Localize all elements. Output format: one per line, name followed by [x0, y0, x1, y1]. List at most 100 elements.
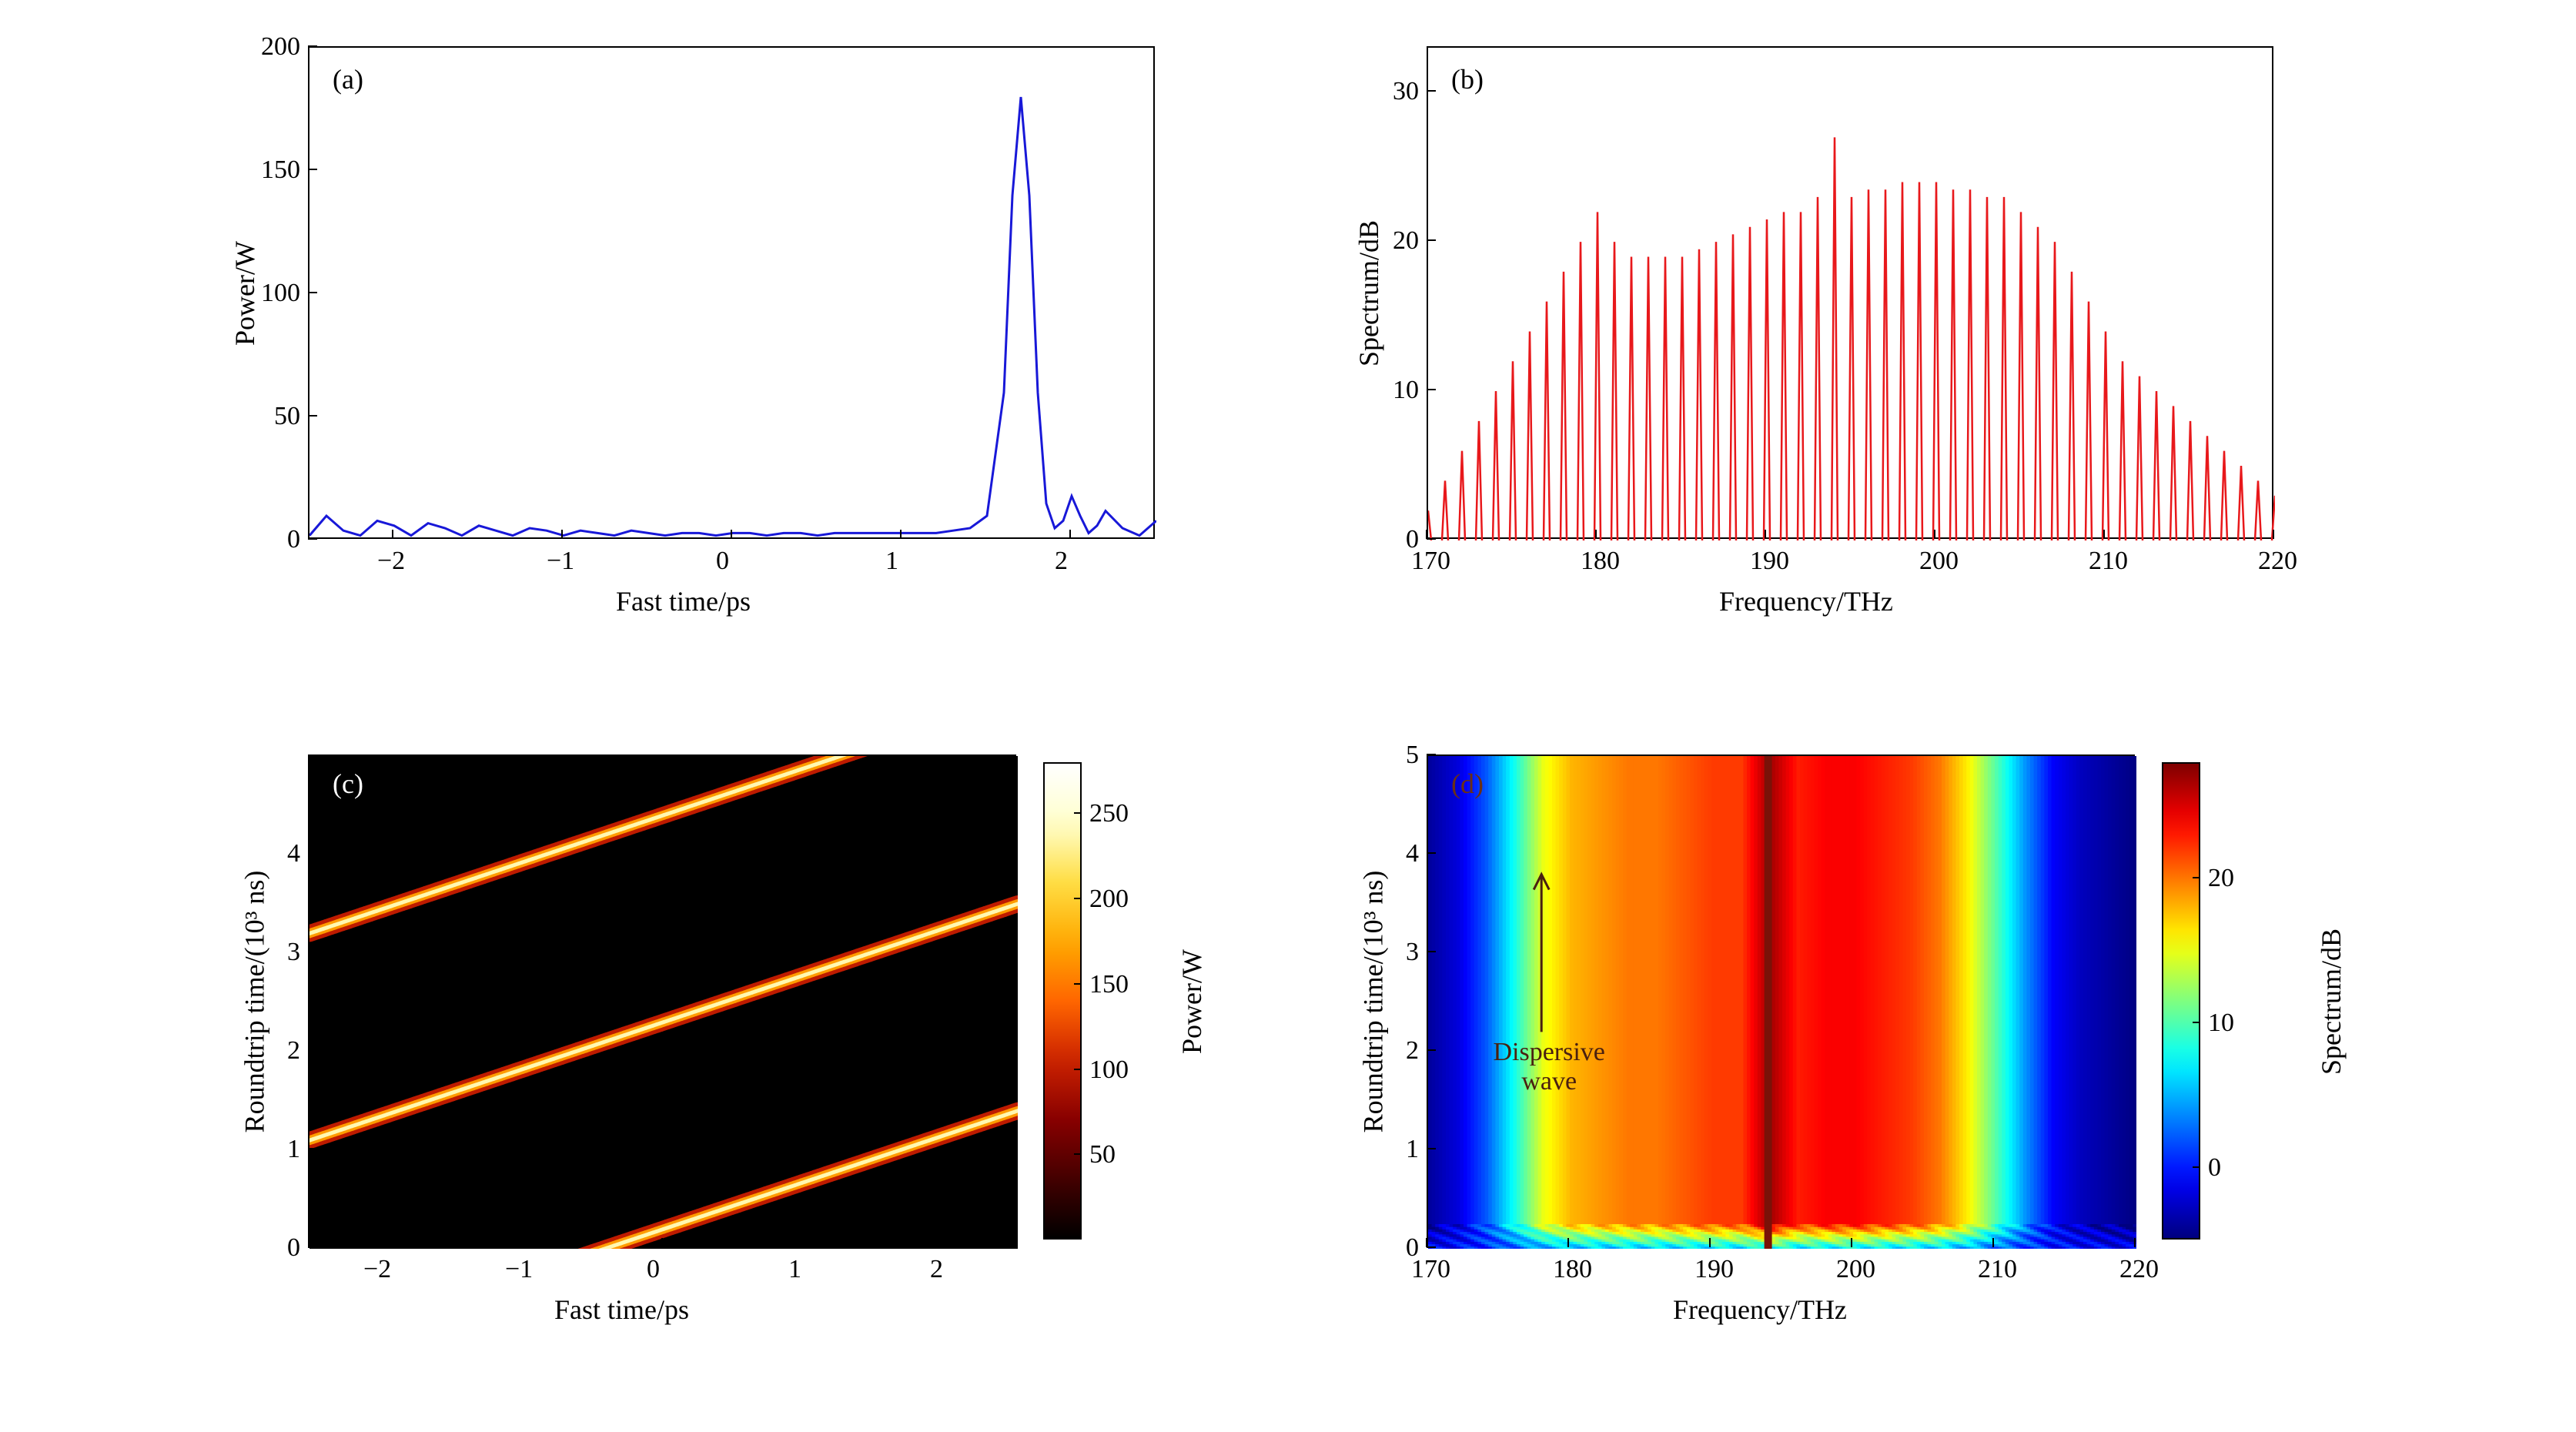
tick-label: 1: [885, 547, 898, 576]
heatmap-d: [1428, 756, 2136, 1249]
colorbar-tick-label: 50: [1089, 1140, 1116, 1169]
tick-mark: [1851, 1238, 1852, 1247]
heatmap-c: [309, 756, 1018, 1249]
colorbar-c-label: Power/W: [1176, 949, 1208, 1054]
plot-area-c: (c): [308, 754, 1016, 1247]
comb-chart-b: [1428, 48, 2275, 540]
tick-label: 4: [1373, 839, 1419, 868]
tick-mark: [308, 292, 317, 293]
colorbar-c: [1043, 762, 1082, 1240]
tick-label: 180: [1553, 1255, 1592, 1284]
tick-label: 10: [1373, 376, 1419, 405]
tick-label: −1: [505, 1255, 533, 1284]
tick-mark: [2103, 530, 2105, 539]
tick-label: 180: [1581, 547, 1620, 576]
colorbar-tick-label: 100: [1089, 1056, 1129, 1085]
tick-mark: [1709, 1238, 1711, 1247]
tick-mark: [2193, 1166, 2200, 1168]
tick-mark: [1992, 1238, 1994, 1247]
colorbar-tick-label: 200: [1089, 885, 1129, 914]
tick-mark: [1567, 1238, 1569, 1247]
tick-label: 50: [254, 402, 300, 431]
tick-mark: [945, 1238, 946, 1247]
ylabel-a: Power/W: [229, 241, 261, 346]
tick-label: 0: [716, 547, 729, 576]
tick-mark: [1765, 530, 1766, 539]
tick-label: 190: [1694, 1255, 1734, 1284]
tick-label: 220: [2119, 1255, 2159, 1284]
tick-label: −1: [547, 547, 574, 576]
xlabel-c: Fast time/ps: [554, 1293, 689, 1326]
tick-mark: [308, 852, 317, 854]
tick-label: 4: [254, 839, 300, 868]
xlabel-a: Fast time/ps: [616, 585, 751, 617]
panel-a: (a) −2−1012 050100150200 Fast time/ps Po…: [216, 31, 1242, 693]
tick-mark: [661, 1238, 663, 1247]
tick-mark: [1074, 898, 1082, 899]
ylabel-b: Spectrum/dB: [1353, 220, 1385, 366]
panel-tag-d: (d): [1451, 768, 1484, 800]
tick-mark: [2193, 1022, 2200, 1023]
tick-mark: [1069, 530, 1071, 539]
tick-label: 0: [1373, 525, 1419, 554]
tick-mark: [1074, 1069, 1082, 1070]
tick-label: 0: [254, 525, 300, 554]
tick-mark: [1427, 1246, 1436, 1248]
tick-mark: [308, 1049, 317, 1051]
tick-mark: [1074, 1153, 1082, 1155]
panel-d: (d) Dispersivewave 170180190200210220 01…: [1334, 739, 2360, 1401]
panel-c: (c) −2−1012 01234 Fast time/ps Roundtrip…: [216, 739, 1242, 1401]
tick-mark: [1427, 1148, 1436, 1149]
tick-label: 220: [2258, 547, 2297, 576]
tick-mark: [1427, 852, 1436, 854]
colorbar-tick-label: 0: [2208, 1153, 2221, 1183]
tick-mark: [308, 169, 317, 170]
tick-mark: [308, 1246, 317, 1248]
colorbar-tick-label: 250: [1089, 799, 1129, 828]
ylabel-d: Roundtrip time/(10³ ns): [1357, 871, 1389, 1133]
tick-mark: [1427, 754, 1436, 755]
tick-mark: [308, 951, 317, 952]
figure-grid: (a) −2−1012 050100150200 Fast time/ps Po…: [216, 31, 2360, 1401]
tick-mark: [1427, 90, 1436, 92]
tick-mark: [1427, 951, 1436, 952]
tick-label: 2: [930, 1255, 943, 1284]
tick-mark: [900, 530, 902, 539]
colorbar-tick-label: 150: [1089, 970, 1129, 999]
colorbar-d-label: Spectrum/dB: [2315, 928, 2347, 1075]
tick-mark: [520, 1238, 521, 1247]
tick-mark: [561, 530, 563, 539]
tick-mark: [1427, 538, 1436, 540]
panel-tag-b: (b): [1451, 63, 1484, 95]
plot-area-d: (d) Dispersivewave: [1427, 754, 2135, 1247]
plot-area-b: (b): [1427, 46, 2273, 539]
tick-label: 5: [1373, 741, 1419, 770]
tick-mark: [1427, 389, 1436, 390]
panel-b: (b) 170180190200210220 0102030 Frequency…: [1334, 31, 2360, 693]
tick-label: 210: [2089, 547, 2128, 576]
tick-label: 190: [1750, 547, 1789, 576]
plot-area-a: (a): [308, 46, 1155, 539]
tick-label: −2: [363, 1255, 391, 1284]
tick-mark: [803, 1238, 805, 1247]
dispersive-wave-annotation: Dispersivewave: [1472, 1038, 1626, 1096]
tick-mark: [731, 530, 732, 539]
xlabel-b: Frequency/THz: [1719, 585, 1893, 617]
tick-label: 150: [254, 156, 300, 185]
panel-tag-c: (c): [333, 768, 363, 800]
tick-label: 0: [647, 1255, 660, 1284]
tick-label: 200: [1919, 547, 1959, 576]
tick-mark: [308, 45, 317, 47]
tick-mark: [2193, 877, 2200, 878]
tick-label: 200: [254, 32, 300, 62]
tick-label: 1: [254, 1135, 300, 1164]
tick-label: 100: [254, 279, 300, 308]
tick-mark: [392, 530, 393, 539]
colorbar-tick-label: 10: [2208, 1009, 2234, 1038]
tick-label: 1: [788, 1255, 801, 1284]
tick-label: 210: [1978, 1255, 2017, 1284]
tick-mark: [1427, 239, 1436, 241]
colorbar-tick-label: 20: [2208, 864, 2234, 893]
tick-label: 200: [1836, 1255, 1875, 1284]
tick-label: 0: [254, 1233, 300, 1263]
